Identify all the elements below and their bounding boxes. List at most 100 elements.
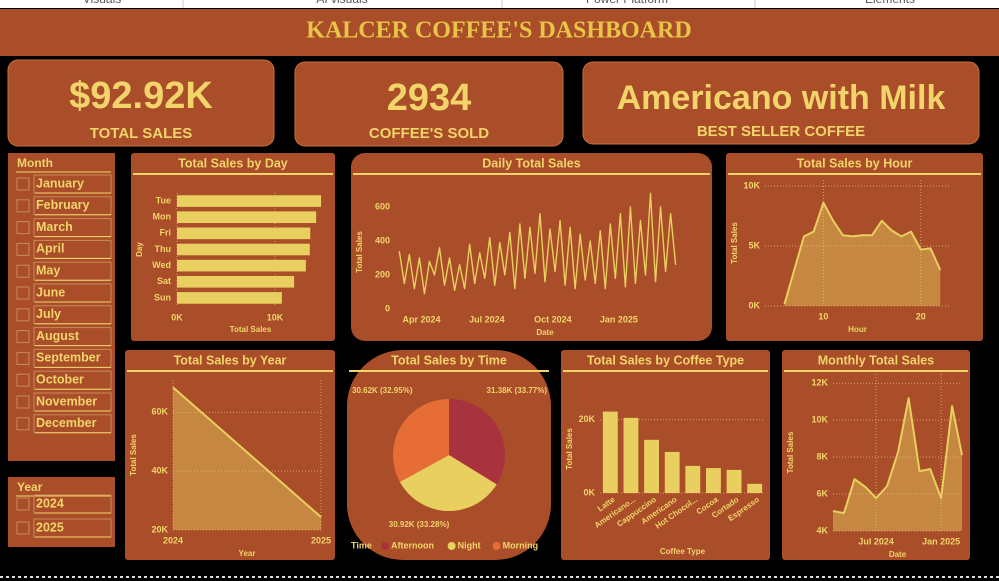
pie-slice xyxy=(449,399,505,485)
slicer-checkbox[interactable] xyxy=(16,286,30,300)
x-tick-label: 2025 xyxy=(311,535,331,545)
kpi-value: Americano with Milk xyxy=(617,79,946,117)
slicer-checkbox[interactable] xyxy=(16,308,30,322)
x-tick-label: Jul 2024 xyxy=(469,314,505,324)
area-fill xyxy=(173,387,321,530)
slicer-checkbox[interactable] xyxy=(16,221,30,235)
slicer-item[interactable]: 2025 xyxy=(36,520,64,534)
slicer-item[interactable]: November xyxy=(36,394,97,408)
y-axis-label: Total Sales xyxy=(129,434,138,476)
slicer-item[interactable]: January xyxy=(36,176,84,190)
y-tick-label: 5K xyxy=(748,240,760,250)
y-tick-label: Mon xyxy=(153,212,172,222)
y-tick-label: 20K xyxy=(578,414,595,424)
y-tick-label: 8K xyxy=(816,451,828,461)
toolbar-item: Elements xyxy=(865,0,915,6)
y-axis-label: Total Sales xyxy=(355,231,364,273)
dashboard-title: KALCER COFFEE'S DASHBOARD xyxy=(306,18,691,44)
bar xyxy=(664,451,680,493)
chart-title: Total Sales by Hour xyxy=(797,156,913,170)
line xyxy=(398,192,677,295)
legend-label: Night xyxy=(458,540,481,550)
slicer-checkbox[interactable] xyxy=(16,351,30,365)
bar xyxy=(747,483,763,493)
slicer-item[interactable]: June xyxy=(36,285,65,299)
chart-title: Total Sales by Time xyxy=(391,353,507,367)
area-fill xyxy=(784,202,941,306)
data-label: 30.62K (32.95%) xyxy=(352,386,413,395)
y-tick-label: 10K xyxy=(743,180,760,190)
x-tick-label: 20 xyxy=(916,311,926,321)
x-axis-label: Coffee Type xyxy=(660,547,706,556)
x-tick-label: 10 xyxy=(818,311,828,321)
slicer-checkbox[interactable] xyxy=(16,264,30,278)
x-tick-label: 10K xyxy=(267,312,284,322)
slicer xyxy=(8,153,115,461)
x-tick-label: 2024 xyxy=(163,535,183,545)
bar xyxy=(706,468,721,493)
line xyxy=(783,201,942,305)
y-tick-label: 600 xyxy=(375,201,390,211)
slicer-item[interactable]: August xyxy=(36,329,80,343)
slicer-title: Year xyxy=(17,480,43,494)
slicer-checkbox[interactable] xyxy=(16,497,30,511)
slicer-item[interactable]: July xyxy=(36,307,61,321)
y-tick-label: 6K xyxy=(816,488,828,498)
x-axis-label: Date xyxy=(889,550,907,559)
pie-slice xyxy=(393,399,449,482)
chart-title: Monthly Total Sales xyxy=(818,353,934,367)
legend-title: Time xyxy=(351,540,372,550)
x-tick-label: Oct 2024 xyxy=(534,314,572,324)
line xyxy=(172,386,322,518)
toolbar-item: Power Platform xyxy=(586,0,668,6)
slicer-item[interactable]: December xyxy=(36,416,97,430)
x-tick-label: Jan 2025 xyxy=(600,314,638,324)
slicer-item[interactable]: April xyxy=(36,242,64,256)
data-label: 31.38K (33.77%) xyxy=(487,386,548,395)
x-tick-label: Jul 2024 xyxy=(858,536,894,546)
y-tick-label: 400 xyxy=(375,235,390,245)
legend-swatch xyxy=(381,542,389,550)
kpi-card xyxy=(294,61,564,147)
slicer-item[interactable]: March xyxy=(36,220,73,234)
data-label: 30.92K (33.28%) xyxy=(389,520,450,529)
area-fill xyxy=(833,398,962,531)
slicer-checkbox[interactable] xyxy=(16,199,30,213)
y-tick-label: Sun xyxy=(154,292,171,302)
x-axis-label: Year xyxy=(239,549,256,558)
kpi-label: COFFEE'S SOLD xyxy=(369,125,489,142)
slicer-item[interactable]: May xyxy=(36,263,60,277)
bar xyxy=(177,275,295,288)
chart-title: Total Sales by Year xyxy=(174,353,287,367)
slicer-item[interactable]: October xyxy=(36,372,84,386)
legend-label: Afternoon xyxy=(391,540,434,550)
x-tick-label: Apr 2024 xyxy=(403,314,441,324)
pie-slice xyxy=(399,455,497,511)
y-tick-label: 10K xyxy=(811,415,828,425)
slicer-item[interactable]: September xyxy=(36,351,101,365)
bar xyxy=(177,227,311,240)
toolbar-item: Visuals xyxy=(83,0,121,6)
bar xyxy=(644,439,659,493)
x-tick-label: 0K xyxy=(171,312,183,322)
y-axis-label: Total Sales xyxy=(786,431,795,473)
bar xyxy=(177,259,306,272)
line xyxy=(832,397,963,515)
slicer-checkbox[interactable] xyxy=(16,177,30,191)
toolbar-item: AI visuals xyxy=(316,0,367,6)
slicer-checkbox[interactable] xyxy=(16,330,30,344)
slicer-item[interactable]: February xyxy=(36,198,90,212)
slicer-checkbox[interactable] xyxy=(16,373,30,387)
y-tick-label: Tue xyxy=(156,195,171,205)
kpi-card xyxy=(582,61,980,145)
kpi-value: 2934 xyxy=(387,77,472,119)
slicer-checkbox[interactable] xyxy=(16,521,30,535)
slicer-checkbox[interactable] xyxy=(16,417,30,431)
slicer-item[interactable]: 2024 xyxy=(36,496,64,510)
y-tick-label: 0K xyxy=(583,487,595,497)
legend-swatch xyxy=(447,542,456,550)
y-tick-label: Wed xyxy=(152,260,171,270)
slicer-checkbox[interactable] xyxy=(16,395,30,409)
y-axis-label: Day xyxy=(135,242,144,257)
slicer-checkbox[interactable] xyxy=(16,242,30,256)
